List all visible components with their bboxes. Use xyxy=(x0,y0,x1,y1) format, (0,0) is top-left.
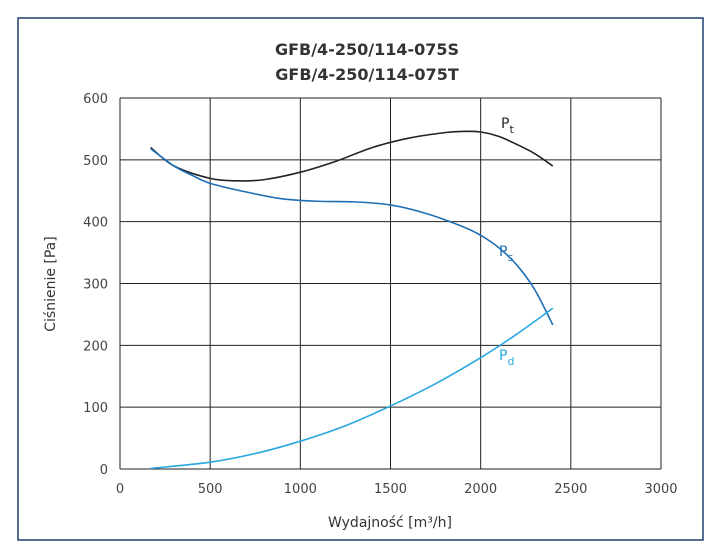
series-line xyxy=(150,148,554,326)
y-tick-label: 600 xyxy=(83,92,108,107)
x-tick-label: 2500 xyxy=(554,482,587,497)
y-tick-label: 100 xyxy=(83,401,108,416)
frame xyxy=(17,17,704,541)
series-name: P xyxy=(501,116,509,132)
series-name: P xyxy=(499,348,507,364)
series-label: Pd xyxy=(499,348,514,368)
x-axis-label: Wydajność [m³/h] xyxy=(328,515,452,531)
chart-subtitle: GFB/4-250/114-075T xyxy=(275,65,459,84)
y-axis-label: Ciśnienie [Pa] xyxy=(43,236,59,331)
grid: 0 100 200 300 400 500 600 0 500 1000 1500 2000 2500 3… xyxy=(83,92,677,497)
series-name: P xyxy=(499,244,507,260)
x-tick-label: 1500 xyxy=(374,482,407,497)
x-tick-label: 0 xyxy=(116,482,124,497)
series-subscript: s xyxy=(507,251,513,264)
x-tick-label: 1000 xyxy=(284,482,317,497)
series-subscript: t xyxy=(509,123,514,136)
x-tick-label: 500 xyxy=(198,482,223,497)
series-label: Ps xyxy=(499,244,513,264)
y-tick-label: 500 xyxy=(83,154,108,169)
x-tick-label: 3000 xyxy=(644,482,677,497)
series-line xyxy=(150,307,554,470)
y-tick-label: 0 xyxy=(100,463,108,478)
y-tick-label: 200 xyxy=(83,339,108,354)
series-label: Pt xyxy=(501,116,514,136)
series-subscript: d xyxy=(507,355,514,368)
y-tick-label: 400 xyxy=(83,216,108,231)
chart-title: GFB/4-250/114-075S xyxy=(275,40,459,59)
series-line xyxy=(150,130,554,182)
x-tick-label: 2000 xyxy=(464,482,497,497)
y-tick-label: 300 xyxy=(83,278,108,293)
